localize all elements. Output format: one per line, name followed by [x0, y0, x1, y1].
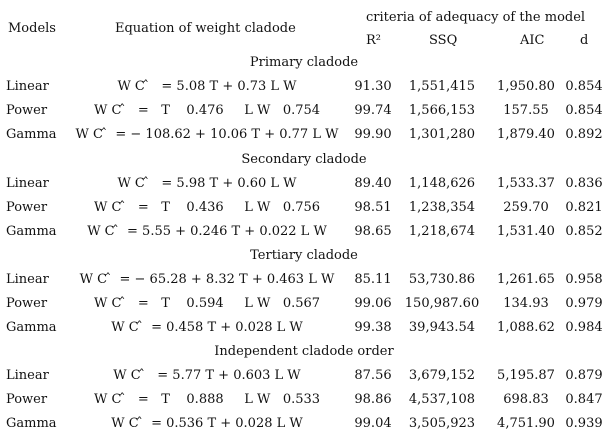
- section-title: Independent cladode order: [214, 344, 394, 359]
- aic-cell: 1,879.40: [497, 127, 555, 142]
- equation-cell: W C ̂ = 5.08 T + 0.73 L W: [117, 79, 297, 94]
- model-cell: Gamma: [6, 127, 57, 142]
- r2-cell: 99.04: [354, 416, 392, 431]
- header-criteria: criteria of adequacy of the model: [366, 10, 586, 25]
- header-r2: R²: [366, 33, 381, 48]
- model-cell: Gamma: [6, 224, 57, 239]
- r2-cell: 87.56: [354, 368, 392, 383]
- model-cell: Linear: [6, 368, 49, 383]
- header-models: Models: [8, 21, 56, 36]
- equation-cell: W C ̂ = 5.55 + 0.246 T + 0.022 L W: [87, 224, 327, 239]
- aic-cell: 157.55: [503, 103, 549, 118]
- aic-cell: 1,950.80: [497, 79, 555, 94]
- equation-cell: W C ̂ = − 108.62 + 10.06 T + 0.77 L W: [75, 127, 339, 142]
- r2-cell: 98.86: [354, 392, 392, 407]
- d-cell: 0.979: [565, 296, 603, 311]
- header-ssq: SSQ: [429, 33, 458, 48]
- aic-cell: 1,088.62: [497, 320, 555, 335]
- ssq-cell: 53,730.86: [408, 272, 476, 287]
- r2-cell: 85.11: [354, 272, 392, 287]
- r2-cell: 89.40: [354, 176, 392, 191]
- equation-cell: W C ̂ = 5.98 T + 0.60 L W: [117, 176, 297, 191]
- aic-cell: 1,533.37: [497, 176, 555, 191]
- d-cell: 0.939: [565, 416, 603, 431]
- d-cell: 0.836: [565, 176, 603, 191]
- aic-cell: 1,531.40: [497, 224, 555, 239]
- ssq-cell: 1,148,626: [408, 176, 476, 191]
- ssq-cell: 1,551,415: [408, 79, 476, 94]
- equation-cell: W C ̂ = 0.536 T + 0.028 L W: [111, 416, 303, 431]
- d-cell: 0.892: [565, 127, 603, 142]
- aic-cell: 259.70: [503, 200, 549, 215]
- aic-cell: 1,261.65: [497, 272, 555, 287]
- equation-cell: W C ̂ = T 0.436 L W 0.756: [93, 200, 321, 215]
- aic-cell: 134.93: [503, 296, 549, 311]
- header-equation: Equation of weight cladode: [115, 21, 296, 36]
- d-cell: 0.879: [565, 368, 603, 383]
- model-cell: Power: [6, 296, 48, 311]
- ssq-cell: 1,218,674: [408, 224, 476, 239]
- model-cell: Gamma: [6, 320, 57, 335]
- d-cell: 0.958: [565, 272, 603, 287]
- r2-cell: 99.38: [354, 320, 392, 335]
- equation-cell: W C ̂ = 5.77 T + 0.603 L W: [113, 368, 301, 383]
- d-cell: 0.984: [565, 320, 603, 335]
- d-cell: 0.847: [565, 392, 603, 407]
- equation-cell: W C ̂ = T 0.476 L W 0.754: [93, 103, 321, 118]
- header-d: d: [580, 33, 589, 48]
- section-title: Primary cladode: [249, 55, 359, 70]
- model-cell: Power: [6, 200, 48, 215]
- r2-cell: 98.65: [354, 224, 392, 239]
- ssq-cell: 3,679,152: [408, 368, 476, 383]
- r2-cell: 99.74: [354, 103, 392, 118]
- d-cell: 0.854: [565, 103, 603, 118]
- model-cell: Gamma: [6, 416, 57, 431]
- header-aic: AIC: [520, 33, 545, 48]
- model-cell: Linear: [6, 79, 49, 94]
- equation-cell: W C ̂ = 0.458 T + 0.028 L W: [111, 320, 303, 335]
- r2-cell: 91.30: [354, 79, 392, 94]
- ssq-cell: 1,301,280: [408, 127, 476, 142]
- model-cell: Linear: [6, 176, 49, 191]
- ssq-cell: 4,537,108: [408, 392, 476, 407]
- equation-cell: W C ̂ = T 0.594 L W 0.567: [93, 296, 321, 311]
- equation-cell: W C ̂ = − 65.28 + 8.32 T + 0.463 L W: [79, 272, 335, 287]
- d-cell: 0.852: [565, 224, 603, 239]
- section-title: Secondary cladode: [241, 152, 367, 167]
- r2-cell: 99.90: [354, 127, 392, 142]
- model-cell: Power: [6, 392, 48, 407]
- ssq-cell: 150,987.60: [404, 296, 480, 311]
- section-title: Tertiary cladode: [250, 248, 358, 263]
- ssq-cell: 39,943.54: [408, 320, 476, 335]
- model-cell: Power: [6, 103, 48, 118]
- ssq-cell: 1,238,354: [408, 200, 476, 215]
- r2-cell: 99.06: [354, 296, 392, 311]
- ssq-cell: 3,505,923: [408, 416, 476, 431]
- r2-cell: 98.51: [354, 200, 392, 215]
- aic-cell: 4,751.90: [497, 416, 555, 431]
- aic-cell: 5,195.87: [497, 368, 555, 383]
- equation-cell: W C ̂ = T 0.888 L W 0.533: [93, 392, 321, 407]
- ssq-cell: 1,566,153: [408, 103, 476, 118]
- aic-cell: 698.83: [503, 392, 549, 407]
- d-cell: 0.854: [565, 79, 603, 94]
- d-cell: 0.821: [565, 200, 603, 215]
- model-cell: Linear: [6, 272, 49, 287]
